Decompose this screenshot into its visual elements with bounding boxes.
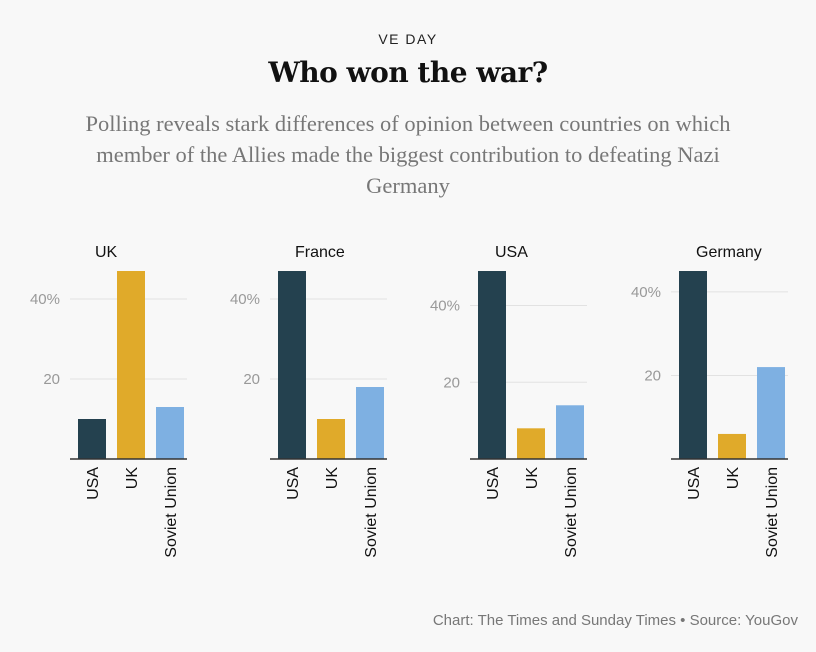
bar-usa (278, 271, 306, 459)
bar-uk (718, 433, 746, 459)
bar-soviet-union (356, 387, 384, 459)
panel-title: France (295, 244, 345, 261)
panel-title: UK (95, 244, 118, 261)
bar-uk (317, 419, 345, 459)
panel-title: USA (495, 244, 528, 261)
bar-uk (517, 428, 545, 459)
panel-title: Germany (696, 244, 762, 261)
chart-germany: Germany 20 40% USA UK Soviet Union (621, 230, 816, 570)
y-tick-label: 40% (30, 291, 60, 308)
y-tick-label: 40% (430, 298, 460, 315)
y-tick-label: 20 (243, 371, 260, 388)
bar-usa (478, 271, 506, 459)
x-tick-label: UK (524, 467, 541, 490)
y-tick-label: 20 (644, 367, 661, 384)
bar-usa (78, 419, 106, 459)
bar-soviet-union (156, 407, 184, 459)
x-tick-label: Soviet Union (764, 467, 781, 558)
x-tick-label: Soviet Union (163, 467, 180, 558)
bar-soviet-union (556, 405, 584, 459)
x-tick-label: UK (725, 467, 742, 490)
bar-uk (117, 271, 145, 459)
x-tick-label: UK (324, 467, 341, 490)
x-tick-label: USA (285, 467, 302, 500)
y-tick-label: 20 (43, 371, 60, 388)
x-tick-label: Soviet Union (363, 467, 380, 558)
bar-soviet-union (757, 367, 785, 459)
y-tick-label: 20 (443, 374, 460, 391)
chart-france: France 20 40% USA UK Soviet Union (220, 230, 420, 570)
x-tick-label: USA (485, 467, 502, 500)
y-tick-label: 40% (230, 291, 260, 308)
x-tick-label: Soviet Union (563, 467, 580, 558)
x-tick-label: UK (124, 467, 141, 490)
chart-uk: UK 20 40% USA UK Soviet Union (20, 230, 220, 570)
x-tick-label: USA (686, 467, 703, 500)
y-tick-label: 40% (631, 284, 661, 301)
source-credit: Chart: The Times and Sunday Times • Sour… (432, 612, 798, 629)
bar-usa (679, 271, 707, 459)
chart-subtitle: Polling reveals stark differences of opi… (85, 111, 731, 198)
chart-usa: USA 20 40% USA UK Soviet Union (420, 230, 620, 570)
kicker: VE DAY (378, 31, 438, 47)
x-tick-label: USA (85, 467, 102, 500)
chart-title: Who won the war? (268, 56, 548, 89)
